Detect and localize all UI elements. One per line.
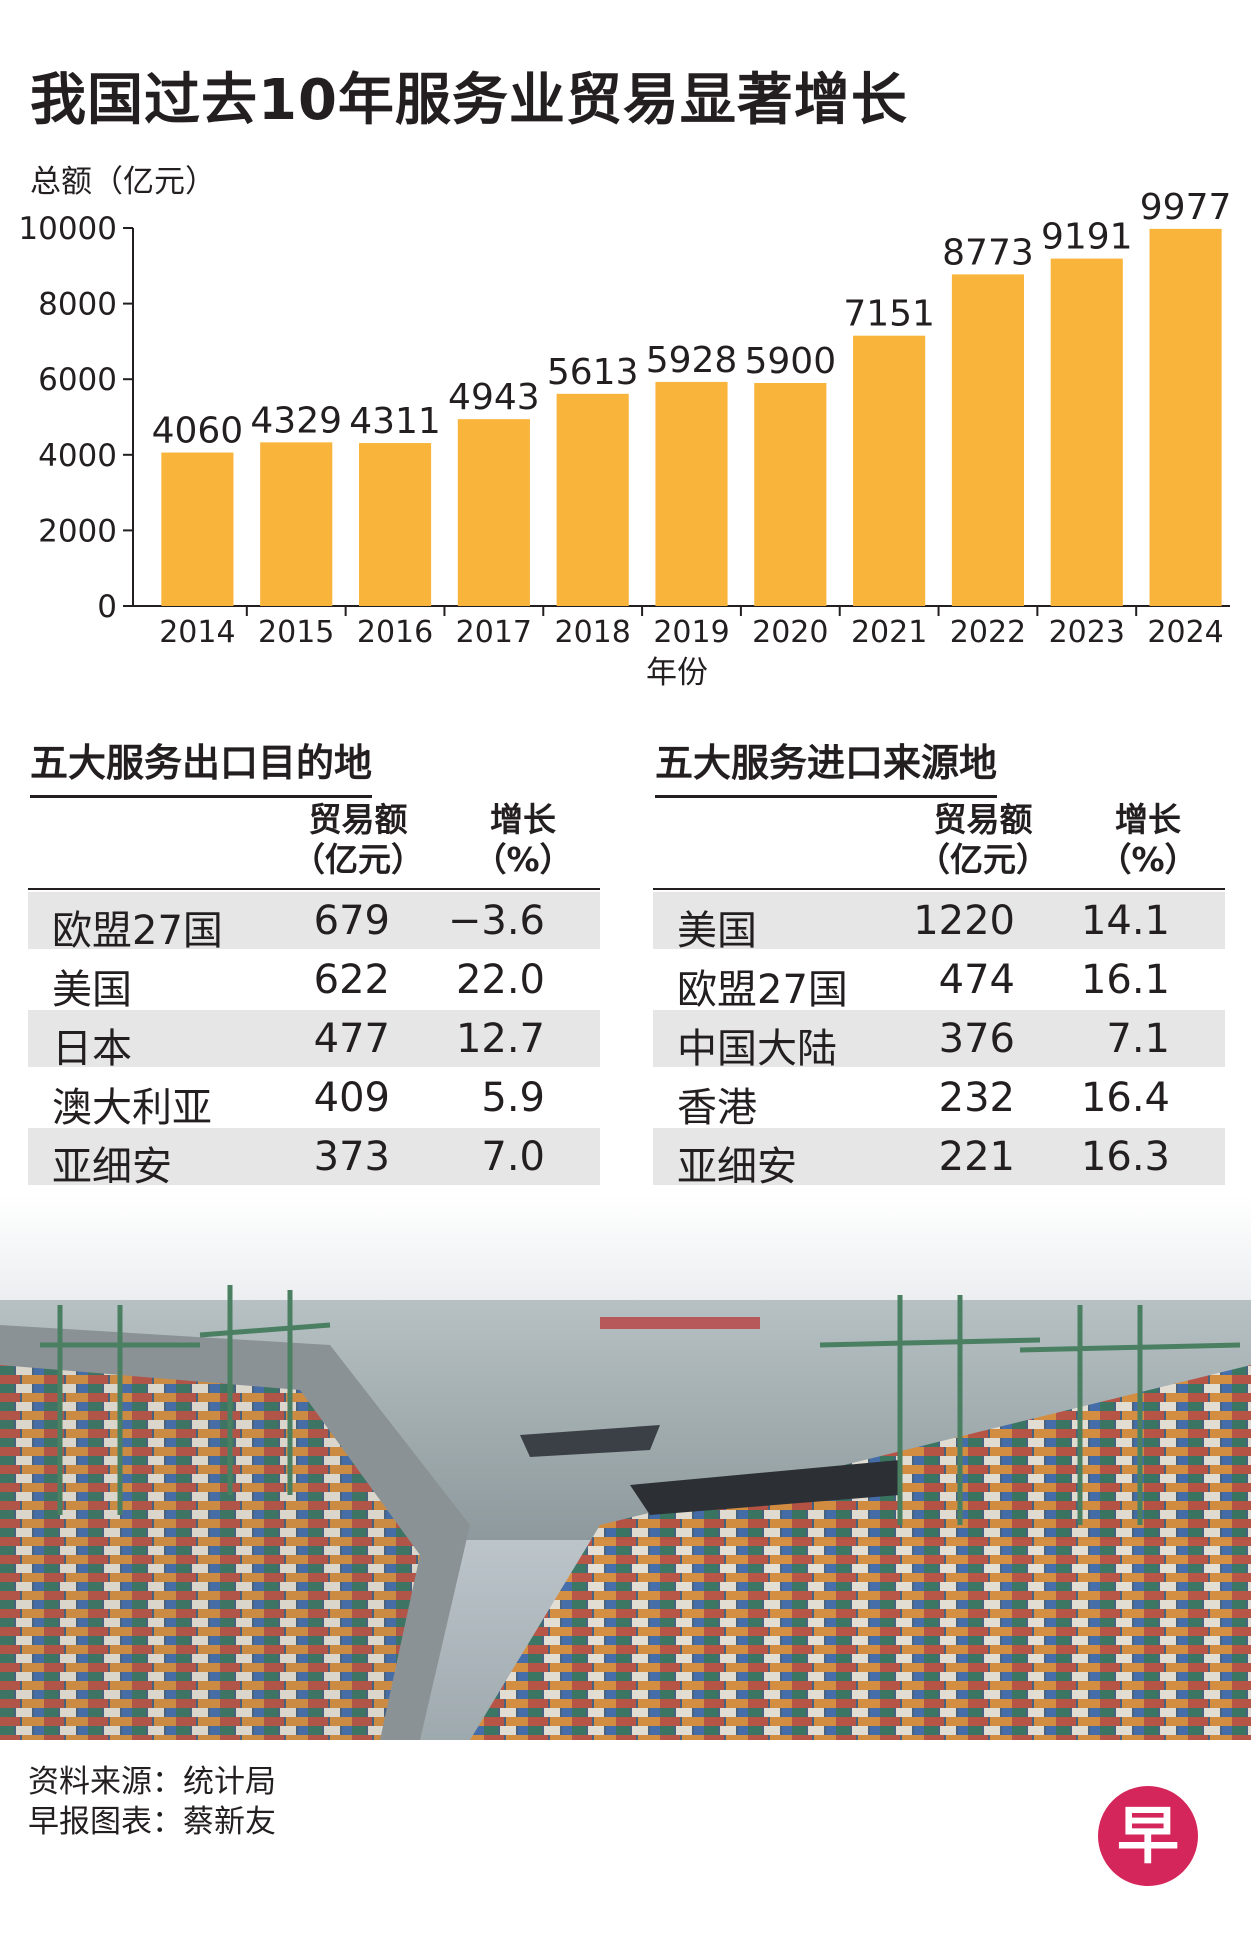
table-row: 日本 477 12.7: [28, 1010, 600, 1072]
row-growth: 22.0: [455, 957, 545, 1003]
row-amount: 373: [313, 1134, 390, 1180]
bar: [1149, 228, 1222, 607]
y-tick-label: 0: [97, 589, 117, 625]
bar-chart: 总额（亿元） 0 2000 4000 6000 8000 10000 4060 2014 43…: [18, 164, 1232, 691]
bar: [951, 274, 1025, 606]
x-tick-label: 2023: [1049, 615, 1125, 650]
row-growth: −3.6: [447, 898, 545, 944]
bar-value-label: 4060: [152, 411, 244, 452]
bar-value-label: 5900: [745, 341, 837, 382]
amount-header: 贸易额 （亿元）: [917, 800, 1049, 879]
bar-value-label: 4329: [250, 400, 342, 441]
growth-header: 增长 （%）: [1098, 800, 1198, 879]
bar-value-label: 4943: [448, 377, 540, 418]
bar: [754, 382, 827, 606]
row-name: 亚细安: [52, 1144, 172, 1190]
y-tick-label: 4000: [38, 438, 117, 474]
row-name: 澳大利亚: [52, 1085, 212, 1131]
row-name: 中国大陆: [677, 1026, 837, 1072]
table-row: 澳大利亚 409 5.9: [28, 1069, 600, 1131]
row-amount: 232: [938, 1075, 1015, 1121]
row-amount: 376: [938, 1016, 1015, 1062]
table-row: 美国 1220 14.1: [653, 892, 1225, 954]
bar: [655, 381, 728, 606]
row-name: 香港: [677, 1085, 757, 1131]
row-name: 美国: [52, 967, 132, 1013]
row-growth: 7.1: [1106, 1016, 1170, 1062]
imports-table: 贸易额 （亿元） 增长 （%） 美国 1220 14.1 欧盟27国 474 16.1 中国大陆…: [653, 800, 1225, 1190]
y-axis-label: 总额（亿元）: [30, 164, 216, 200]
x-axis-label: 年份: [646, 655, 708, 691]
table-row: 亚细安 373 7.0: [28, 1128, 600, 1190]
exports-table-header: 贸易额 （亿元） 增长 （%）: [28, 800, 600, 890]
zaobao-logo: 早: [1098, 1786, 1198, 1886]
x-tick-label: 2018: [555, 615, 631, 650]
imports-title: 五大服务进口来源地: [655, 732, 998, 798]
bar: [161, 452, 234, 606]
bar: [556, 393, 629, 606]
row-name: 日本: [52, 1026, 132, 1072]
row-name: 亚细安: [677, 1144, 797, 1190]
bar-value-label: 9191: [1041, 217, 1133, 258]
x-tick-label: 2022: [950, 615, 1026, 650]
row-growth: 5.9: [481, 1075, 545, 1121]
bar: [853, 335, 926, 606]
row-amount: 221: [938, 1134, 1015, 1180]
row-growth: 16.1: [1080, 957, 1170, 1003]
row-amount: 679: [313, 898, 390, 944]
bar-value-label: 5613: [547, 352, 639, 393]
row-growth: 16.3: [1080, 1134, 1170, 1180]
container-port-photo: [0, 1195, 1251, 1740]
x-tick-label: 2024: [1147, 615, 1223, 650]
x-tick-label: 2019: [653, 615, 729, 650]
table-row: 亚细安 221 16.3: [653, 1128, 1225, 1190]
bar-value-label: 5928: [646, 340, 738, 381]
x-tick-label: 2017: [456, 615, 532, 650]
bar-value-label: 9977: [1140, 187, 1232, 228]
x-tick-label: 2020: [752, 615, 828, 650]
row-growth: 7.0: [481, 1134, 545, 1180]
row-name: 欧盟27国: [52, 908, 223, 954]
x-tick-label: 2015: [258, 615, 334, 650]
row-growth: 16.4: [1080, 1075, 1170, 1121]
y-tick-label: 6000: [38, 362, 117, 398]
y-tick-label: 10000: [18, 211, 117, 247]
x-tick-label: 2016: [357, 615, 433, 650]
table-row: 欧盟27国 474 16.1: [653, 951, 1225, 1013]
growth-header: 增长 （%）: [473, 800, 573, 879]
amount-header: 贸易额 （亿元）: [292, 800, 424, 879]
bar-value-label: 4311: [349, 401, 441, 442]
y-tick-label: 2000: [38, 513, 117, 549]
table-row: 欧盟27国 679 −3.6: [28, 892, 600, 954]
table-row: 香港 232 16.4: [653, 1069, 1225, 1131]
row-name: 欧盟27国: [677, 967, 848, 1013]
row-growth: 14.1: [1080, 898, 1170, 944]
bar: [1050, 258, 1123, 606]
bar-value-label: 7151: [843, 294, 935, 335]
table-row: 美国 622 22.0: [28, 951, 600, 1013]
bar: [457, 419, 530, 606]
bar-value-label: 8773: [942, 232, 1034, 273]
bar: [260, 442, 333, 606]
exports-table: 贸易额 （亿元） 增长 （%） 欧盟27国 679 −3.6 美国 622 22.0 日本 477…: [28, 800, 600, 1190]
imports-table-header: 贸易额 （亿元） 增长 （%）: [653, 800, 1225, 890]
credit-line: 早报图表：蔡新友: [28, 1804, 276, 1840]
x-tick-label: 2014: [159, 615, 235, 650]
row-amount: 477: [313, 1016, 390, 1062]
row-amount: 622: [313, 957, 390, 1003]
source-note: 资料来源：统计局 早报图表：蔡新友: [28, 1762, 276, 1842]
source-line: 资料来源：统计局: [28, 1764, 276, 1800]
x-tick-label: 2021: [851, 615, 927, 650]
row-growth: 12.7: [455, 1016, 545, 1062]
row-amount: 474: [938, 957, 1015, 1003]
y-tick-label: 8000: [38, 287, 117, 323]
exports-title: 五大服务出口目的地: [30, 732, 373, 798]
row-amount: 409: [313, 1075, 390, 1121]
table-row: 中国大陆 376 7.1: [653, 1010, 1225, 1072]
page-title: 我国过去10年服务业贸易显著增长: [30, 68, 908, 133]
bar: [358, 443, 432, 606]
row-name: 美国: [677, 908, 757, 954]
row-amount: 1220: [913, 898, 1015, 944]
